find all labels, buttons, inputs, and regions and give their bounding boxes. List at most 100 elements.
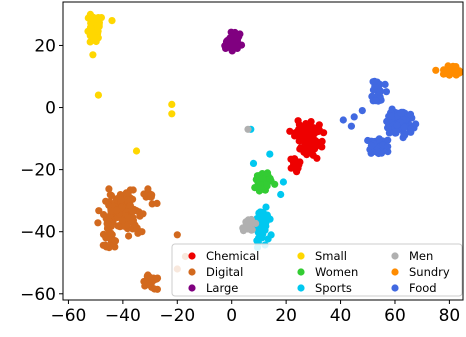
legend-label-sports: Sports: [315, 281, 352, 295]
series-large: [221, 28, 246, 55]
y-tick-label: −20: [20, 161, 56, 181]
y-tick-label: −40: [20, 223, 56, 243]
point-food: [371, 77, 379, 85]
point-sundry: [432, 66, 440, 74]
point-digital: [150, 285, 158, 293]
point-men: [243, 221, 251, 229]
legend-label-chemical: Chemical: [206, 249, 259, 263]
legend-label-women: Women: [315, 265, 358, 279]
point-food: [384, 136, 392, 144]
point-large: [230, 44, 238, 52]
point-large: [222, 44, 230, 53]
point-small: [108, 17, 116, 25]
point-digital: [129, 186, 137, 194]
point-women: [263, 181, 271, 189]
x-axis: −60 −40 −20 0 20 40 60 80: [50, 300, 460, 326]
point-small: [168, 100, 176, 108]
series-digital: [94, 185, 189, 293]
point-men: [247, 226, 256, 234]
point-sports: [267, 231, 275, 239]
point-sports: [261, 213, 269, 221]
point-food: [369, 86, 377, 94]
point-food: [381, 80, 389, 88]
legend-marker-women: [297, 268, 305, 276]
point-digital: [101, 241, 109, 249]
point-digital: [144, 185, 152, 193]
point-food: [339, 116, 347, 124]
x-tick-label: 20: [275, 306, 297, 326]
series-chemical: [286, 117, 328, 176]
point-digital: [107, 207, 115, 215]
point-sports: [279, 178, 287, 186]
point-food: [384, 148, 392, 156]
point-food: [400, 123, 408, 131]
point-sports: [266, 150, 274, 158]
point-sports: [262, 222, 270, 230]
point-chemical: [286, 127, 294, 135]
point-sports: [254, 228, 262, 236]
series-men: [239, 125, 260, 235]
point-digital: [138, 228, 146, 236]
point-food: [393, 121, 401, 129]
point-digital: [103, 220, 111, 228]
point-digital: [111, 237, 120, 245]
point-digital: [95, 207, 103, 215]
point-digital: [145, 280, 153, 288]
legend-label-men: Men: [409, 249, 433, 263]
point-food: [367, 141, 375, 150]
point-digital: [112, 206, 121, 214]
series-women: [251, 169, 279, 195]
point-chemical: [293, 168, 301, 176]
point-women: [266, 174, 274, 183]
point-digital: [136, 212, 144, 220]
point-food: [358, 107, 366, 115]
x-tick-label: 0: [226, 306, 237, 326]
point-sports: [249, 159, 258, 167]
point-chemical: [314, 127, 322, 136]
x-tick-label: 80: [439, 306, 461, 326]
legend-marker-food: [391, 284, 399, 292]
point-digital: [118, 216, 126, 225]
point-food: [347, 122, 355, 130]
point-food: [400, 129, 408, 137]
point-small: [94, 91, 102, 99]
point-sports: [253, 237, 261, 245]
y-tick-label: 0: [45, 99, 56, 119]
point-large: [222, 37, 231, 46]
point-food: [376, 88, 384, 96]
point-digital: [124, 190, 132, 198]
point-digital: [100, 211, 108, 219]
point-chemical: [301, 131, 309, 139]
point-food: [384, 143, 392, 151]
point-digital: [153, 274, 162, 282]
y-tick-label: −60: [20, 285, 56, 305]
point-women: [257, 185, 266, 193]
legend-label-digital: Digital: [206, 265, 243, 279]
point-food: [392, 127, 400, 135]
x-tick-label: −40: [105, 306, 141, 326]
legend: Chemical Digital Large Small Women Sports Men S…: [171, 243, 463, 297]
point-men: [252, 219, 260, 227]
point-small: [90, 34, 98, 42]
point-chemical: [305, 122, 313, 130]
x-tick-label: −60: [50, 306, 86, 326]
series-sundry: [432, 62, 464, 79]
point-small: [89, 51, 97, 59]
point-chemical: [308, 148, 316, 156]
legend-marker-large: [188, 284, 196, 292]
point-sports: [255, 209, 263, 217]
point-food: [397, 109, 405, 117]
point-digital: [105, 185, 113, 193]
point-food: [375, 135, 383, 143]
point-sports: [277, 190, 285, 199]
point-digital: [140, 190, 148, 198]
point-men: [244, 125, 252, 133]
legend-label-food: Food: [409, 281, 437, 295]
point-food: [372, 97, 380, 105]
point-chemical: [315, 121, 323, 129]
legend-marker-digital: [188, 268, 196, 276]
point-women: [258, 175, 266, 183]
point-sports: [262, 203, 270, 211]
point-chemical: [300, 138, 308, 146]
